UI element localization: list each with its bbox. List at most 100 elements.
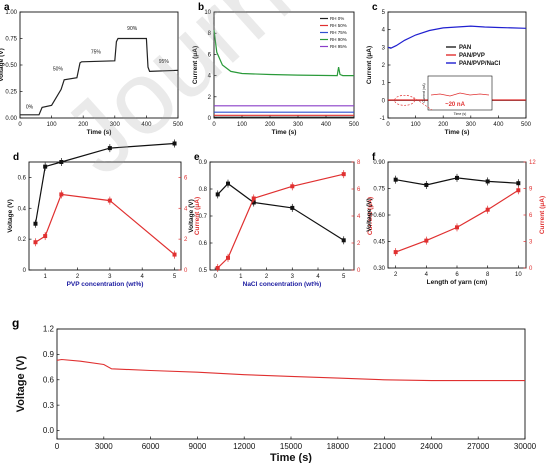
x-tick-label-a: 100 [47, 122, 58, 128]
data-point-f-0 [485, 179, 490, 184]
x-tick-label-g: 24000 [420, 442, 443, 451]
y-tick-label-g: 0.0 [43, 426, 55, 435]
y-tick-label-b: 4 [208, 74, 212, 80]
x-tick-label-c: 100 [411, 122, 422, 128]
data-point-d-0 [43, 164, 48, 169]
y-tick-label-e: 0.8 [199, 187, 208, 193]
inset-annotation-c: ~20 nA [445, 102, 466, 108]
series-line-e-1 [217, 173, 344, 269]
y-tick-label-b: 10 [204, 10, 211, 16]
data-point-e-0 [251, 200, 256, 205]
data-point-d-1 [33, 240, 38, 245]
plot-frame-a [19, 11, 179, 119]
legend-label-b: RH 0% [330, 16, 344, 21]
step-annotation: 95% [159, 59, 170, 65]
data-point-f-0 [455, 175, 459, 180]
y2-tick-label-d: 6 [184, 175, 188, 181]
step-annotation: 50% [53, 66, 64, 72]
inset-series-c [430, 92, 490, 97]
data-point-d-0 [59, 160, 64, 164]
x-tick-label-d: 3 [108, 274, 112, 280]
x-tick-label-b: 100 [237, 122, 248, 128]
y-tick-label-f: 0.60 [373, 213, 385, 219]
panel-label-e: e [194, 152, 200, 163]
y-tick-label-e: 0.7 [199, 214, 208, 220]
inset-x-label-c: Time (s) [454, 112, 467, 116]
y2-axis-label-f: Current (μA) [539, 196, 546, 234]
data-point-f-1 [485, 207, 490, 212]
y-tick-label-f: 0.90 [373, 160, 385, 166]
data-point-d-0 [107, 146, 112, 151]
x-axis-label-f: Length of yarn (cm) [427, 279, 488, 286]
data-point-e-1 [226, 255, 230, 260]
series-line-g-0 [56, 358, 525, 382]
x-tick-label-e: 1 [239, 274, 243, 280]
y-tick-label-g: 0.6 [43, 375, 55, 384]
x-tick-label-f: 2 [394, 272, 398, 278]
x-tick-label-g: 3000 [95, 442, 113, 451]
x-tick-label-g: 27000 [467, 442, 490, 451]
data-point-f-1 [424, 238, 429, 243]
x-tick-label-d: 1 [43, 274, 47, 280]
data-point-d-1 [172, 252, 177, 257]
y2-tick-label-e: 6 [357, 187, 361, 193]
y-tick-label-d: 0.2 [18, 237, 27, 243]
legend-label-b: RH 75% [330, 30, 347, 35]
x-tick-label-a: 500 [173, 122, 184, 128]
x-tick-label-g: 18000 [327, 442, 350, 451]
x-axis-label-g: Time (s) [270, 452, 312, 463]
data-point-f-1 [455, 225, 459, 230]
legend-label-b: RH 50% [330, 23, 347, 28]
y-tick-label-c: -1 [380, 116, 386, 122]
y2-tick-label-f: 12 [529, 160, 536, 166]
data-point-e-0 [341, 238, 346, 243]
data-point-e-1 [290, 184, 295, 189]
zoom-link-c [413, 97, 433, 111]
x-tick-label-d: 5 [173, 274, 177, 280]
plot-frame-g [56, 328, 526, 440]
y2-tick-label-e: 0 [357, 268, 361, 274]
y-tick-label-c: 5 [382, 10, 386, 16]
plot-frame-d [28, 161, 182, 271]
data-point-d-1 [107, 198, 112, 203]
x-tick-label-e: 2 [265, 274, 269, 280]
data-point-e-1 [251, 196, 256, 201]
y2-tick-label-d: 2 [184, 237, 188, 243]
y-tick-label-a: 0.50 [5, 63, 17, 69]
plot-frame-b [213, 11, 355, 119]
panel-label-d: d [13, 152, 19, 163]
series-line-d-0 [34, 142, 175, 224]
legend-label-c: PAN [459, 45, 471, 51]
y2-tick-label-d: 4 [184, 206, 188, 212]
step-annotation: 75% [91, 49, 102, 55]
data-point-e-1 [341, 172, 346, 177]
y-tick-label-a: 1.00 [5, 10, 17, 16]
y-axis-label-f: Voltage (V) [366, 198, 373, 231]
y-axis-label-b: Current (μA) [192, 46, 199, 84]
y-tick-label-c: 1 [382, 81, 386, 87]
x-tick-label-g: 0 [55, 442, 60, 451]
y-tick-label-c: 2 [382, 63, 386, 69]
x-tick-label-c: 0 [386, 122, 390, 128]
x-tick-label-g: 6000 [142, 442, 160, 451]
x-tick-label-c: 300 [466, 122, 477, 128]
legend-label-b: RH 95% [330, 44, 347, 49]
x-axis-label-b: Time (s) [272, 129, 297, 136]
data-point-f-1 [393, 250, 398, 255]
y-axis-label-c: Current (μA) [366, 46, 373, 84]
y-axis-label-d: Voltage (V) [7, 199, 14, 232]
y-tick-label-g: 1.2 [43, 325, 55, 334]
y-tick-label-f: 0.75 [373, 187, 385, 193]
y2-tick-label-e: 2 [357, 241, 361, 247]
inset-y-label-c: Current (nA) [422, 83, 426, 102]
y-axis-label-g: Voltage (V) [15, 355, 27, 412]
y-tick-label-c: 4 [382, 28, 386, 34]
y-tick-label-e: 0.5 [199, 268, 208, 274]
data-point-e-0 [290, 205, 295, 210]
x-axis-label-d: PVP concentration (wt%) [67, 281, 144, 288]
y2-tick-label-f: 0 [529, 266, 533, 272]
x-tick-label-f: 4 [425, 272, 429, 278]
x-tick-label-c: 200 [438, 122, 449, 128]
y-tick-label-d: 0 [23, 268, 27, 274]
